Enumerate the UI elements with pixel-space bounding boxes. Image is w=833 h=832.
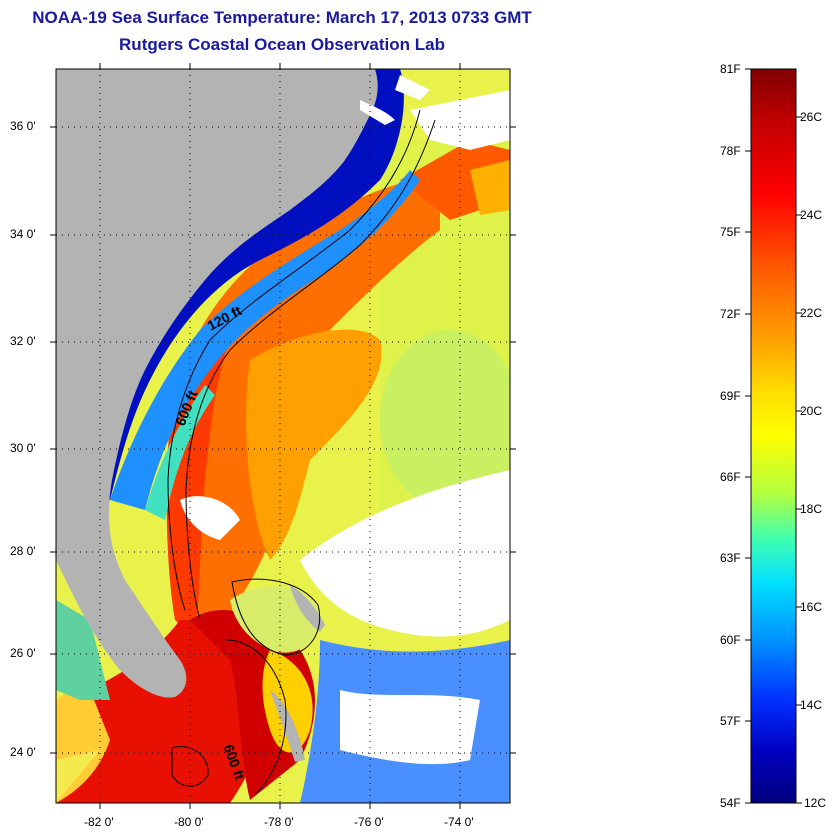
colorbar-f-label: 57F <box>720 714 741 728</box>
lat-label: 24 0' <box>10 745 36 759</box>
lon-label: -74 0' <box>444 815 474 829</box>
colorbar-c-label: 24C <box>800 208 822 222</box>
colorbar-c-label: 18C <box>800 502 822 516</box>
colorbar-f-label: 60F <box>720 633 741 647</box>
colorbar-f-label: 54F <box>720 796 741 810</box>
lat-label: 26 0' <box>10 646 36 660</box>
colorbar <box>751 69 796 803</box>
colorbar-c-label: 22C <box>800 306 822 320</box>
colorbar-c-label: 20C <box>800 404 822 418</box>
lat-label: 28 0' <box>10 544 36 558</box>
lat-label: 30 0' <box>10 441 36 455</box>
lon-label: -80 0' <box>174 815 204 829</box>
colorbar-f-label: 69F <box>720 389 741 403</box>
colorbar-f-label: 81F <box>720 62 741 76</box>
colorbar-f-label: 66F <box>720 470 741 484</box>
lat-label: 32 0' <box>10 334 36 348</box>
colorbar-f-label: 72F <box>720 307 741 321</box>
colorbar-c-label: 12C <box>804 796 826 810</box>
colorbar-f-label: 78F <box>720 144 741 158</box>
lat-label: 36 0' <box>10 119 36 133</box>
colorbar-c-label: 14C <box>800 698 822 712</box>
colorbar-f-label: 63F <box>720 551 741 565</box>
sst-field <box>56 69 520 803</box>
lon-label: -82 0' <box>84 815 114 829</box>
colorbar-c-label: 16C <box>800 600 822 614</box>
lat-label: 34 0' <box>10 227 36 241</box>
colorbar-c-label: 26C <box>800 110 822 124</box>
lon-label: -78 0' <box>264 815 294 829</box>
lon-label: -76 0' <box>354 815 384 829</box>
colorbar-f-label: 75F <box>720 225 741 239</box>
